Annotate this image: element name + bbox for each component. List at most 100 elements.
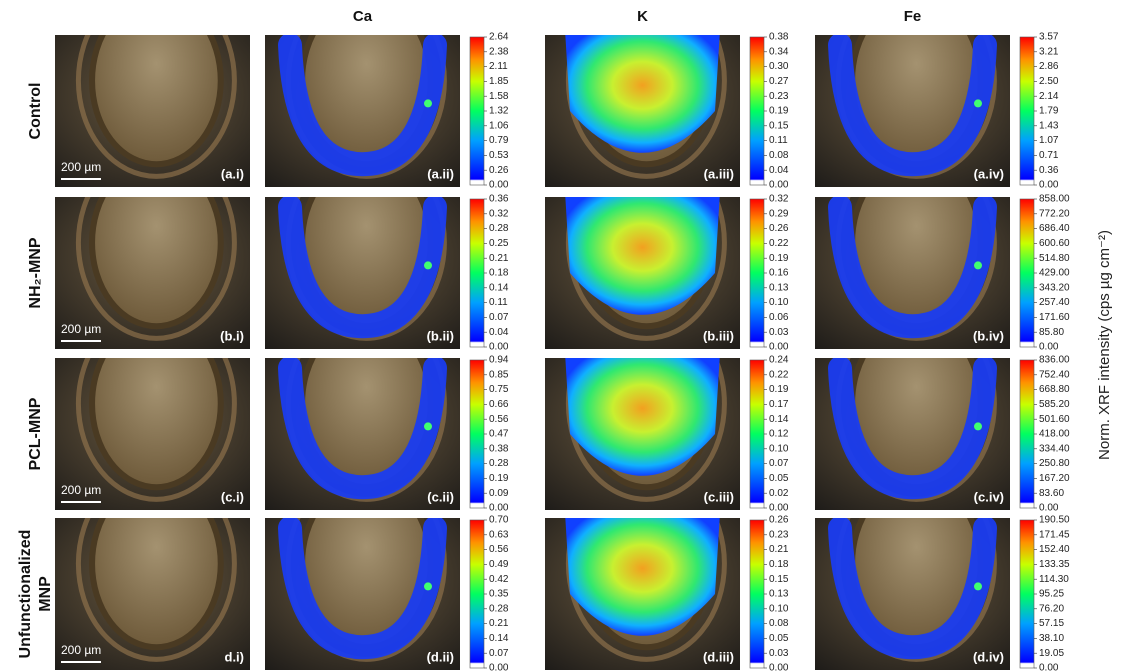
colorbar-tick-label: 95.25	[1039, 589, 1064, 600]
colorbar-tick-label: 0.56	[489, 544, 509, 555]
colorbar-tick-label: 0.26	[489, 165, 509, 176]
column-header: K	[637, 8, 648, 25]
scale-bar-label: 200 µm	[61, 322, 101, 336]
colorbar-tick-label: 0.00	[1039, 180, 1059, 191]
colorbar-tick-label: 429.00	[1039, 268, 1070, 279]
row-label: NH₂-MNP	[27, 237, 44, 308]
colorbar	[750, 520, 764, 668]
colorbar-tick-label: 1.58	[489, 91, 509, 102]
colorbar-tick-label: 0.19	[769, 384, 789, 395]
column-header: Fe	[904, 8, 922, 25]
colorbar-tick-label: 0.71	[1039, 150, 1059, 161]
colorbar-tick-label: 501.60	[1039, 414, 1070, 425]
colorbar-tick-label: 0.19	[769, 106, 789, 117]
colorbar	[470, 199, 484, 347]
colorbar-tick-label: 0.22	[769, 238, 789, 249]
colorbar-tick-label: 3.57	[1039, 32, 1059, 43]
colorbar-tick-label: 0.17	[769, 399, 789, 410]
panel-label: (c.i)	[221, 489, 244, 504]
colorbar-tick-label: 0.12	[769, 429, 789, 440]
colorbar-tick-label: 0.70	[489, 515, 509, 526]
colorbar-tick-label: 0.05	[769, 633, 789, 644]
colorbar-tick-label: 0.00	[769, 180, 789, 191]
colorbar-tick-label: 1.06	[489, 120, 509, 131]
colorbar-tick-label: 0.06	[769, 312, 789, 323]
colorbar-tick-label: 171.45	[1039, 529, 1070, 540]
colorbar-tick-label: 3.21	[1039, 46, 1059, 57]
colorbar-tick-label: 0.53	[489, 150, 509, 161]
colorbar-tick-label: 257.40	[1039, 297, 1070, 308]
hotspot	[424, 99, 432, 107]
panel-label: (b.iii)	[703, 328, 734, 343]
colorbar-tick-label: 0.63	[489, 529, 509, 540]
colorbar-tick-label: 0.47	[489, 429, 509, 440]
panel-label: (a.ii)	[427, 166, 454, 181]
colorbar-tick-label: 0.13	[769, 589, 789, 600]
colorbar-tick-label: 0.00	[489, 180, 509, 191]
row-label: MNP	[37, 576, 54, 612]
colorbar-tick-label: 514.80	[1039, 253, 1070, 264]
colorbar	[1020, 520, 1034, 668]
colorbar-tick-label: 0.09	[489, 488, 509, 499]
colorbar-tick-label: 343.20	[1039, 282, 1070, 293]
colorbar-tick-label: 686.40	[1039, 223, 1070, 234]
colorbar-tick-label: 0.30	[769, 61, 789, 72]
hotspot	[424, 261, 432, 269]
panel-label: d.i)	[225, 649, 245, 664]
colorbar-tick-label: 0.28	[489, 603, 509, 614]
hotspot	[974, 422, 982, 430]
colorbar-tick-label: 0.00	[769, 663, 789, 671]
image-panel	[55, 0, 250, 187]
colorbar-tick-label: 171.60	[1039, 312, 1070, 323]
colorbar-tick-label: 133.35	[1039, 559, 1070, 570]
colorbar-tick-label: 0.13	[769, 282, 789, 293]
panel-label: (b.i)	[220, 328, 244, 343]
colorbar-tick-label: 0.23	[769, 91, 789, 102]
panel-label: (d.iii)	[703, 649, 734, 664]
colorbar-tick-label: 0.35	[489, 589, 509, 600]
column-header: Ca	[353, 8, 373, 25]
colorbar-tick-label: 0.00	[1039, 342, 1059, 353]
colorbar-tick-label: 0.04	[769, 165, 789, 176]
colorbar	[470, 37, 484, 185]
colorbar	[470, 520, 484, 668]
panel-label: (d.ii)	[427, 649, 454, 664]
colorbar-tick-label: 0.00	[769, 342, 789, 353]
panel-label: (a.iv)	[974, 166, 1004, 181]
colorbar-tick-label: 0.18	[489, 268, 509, 279]
colorbar-tick-label: 0.21	[769, 544, 789, 555]
hotspot	[424, 582, 432, 590]
colorbar-tick-label: 0.10	[769, 443, 789, 454]
scale-bar-label: 200 µm	[61, 483, 101, 497]
colorbar-tick-label: 0.10	[769, 297, 789, 308]
colorbar-tick-label: 38.10	[1039, 633, 1064, 644]
colorbar-tick-label: 1.32	[489, 106, 509, 117]
colorbar-tick-label: 0.34	[769, 46, 789, 57]
colorbar-tick-label: 57.15	[1039, 618, 1064, 629]
colorbar-tick-label: 0.94	[489, 355, 509, 366]
colorbar-tick-label: 0.04	[489, 327, 509, 338]
colorbar-tick-label: 114.30	[1039, 574, 1069, 585]
panel-label: (d.iv)	[973, 649, 1004, 664]
colorbar-tick-label: 0.38	[489, 443, 509, 454]
colorbar	[1020, 199, 1034, 347]
colorbar	[470, 360, 484, 508]
colorbar-tick-label: 0.32	[489, 208, 509, 219]
colorbar-tick-label: 19.05	[1039, 648, 1064, 659]
colorbar-tick-label: 1.85	[489, 76, 509, 87]
colorbar-tick-label: 0.28	[489, 223, 509, 234]
figure: Norm. XRF intensity (cps µg cm⁻²) CaKFeC…	[0, 0, 1123, 671]
colorbar-tick-label: 0.36	[1039, 165, 1059, 176]
hotspot	[974, 582, 982, 590]
colorbar-tick-label: 0.00	[489, 663, 509, 671]
row-label: Unfunctionalized	[17, 530, 34, 659]
colorbar-tick-label: 0.00	[769, 503, 789, 514]
colorbar-tick-label: 0.14	[489, 282, 509, 293]
colorbar-tick-label: 85.80	[1039, 327, 1064, 338]
colorbar-tick-label: 83.60	[1039, 488, 1064, 499]
colorbar-tick-label: 152.40	[1039, 544, 1070, 555]
panel-label: (c.ii)	[427, 489, 454, 504]
colorbar-tick-label: 0.10	[769, 603, 789, 614]
panel-label: (a.iii)	[704, 166, 734, 181]
colorbar-tick-label: 772.20	[1039, 208, 1070, 219]
